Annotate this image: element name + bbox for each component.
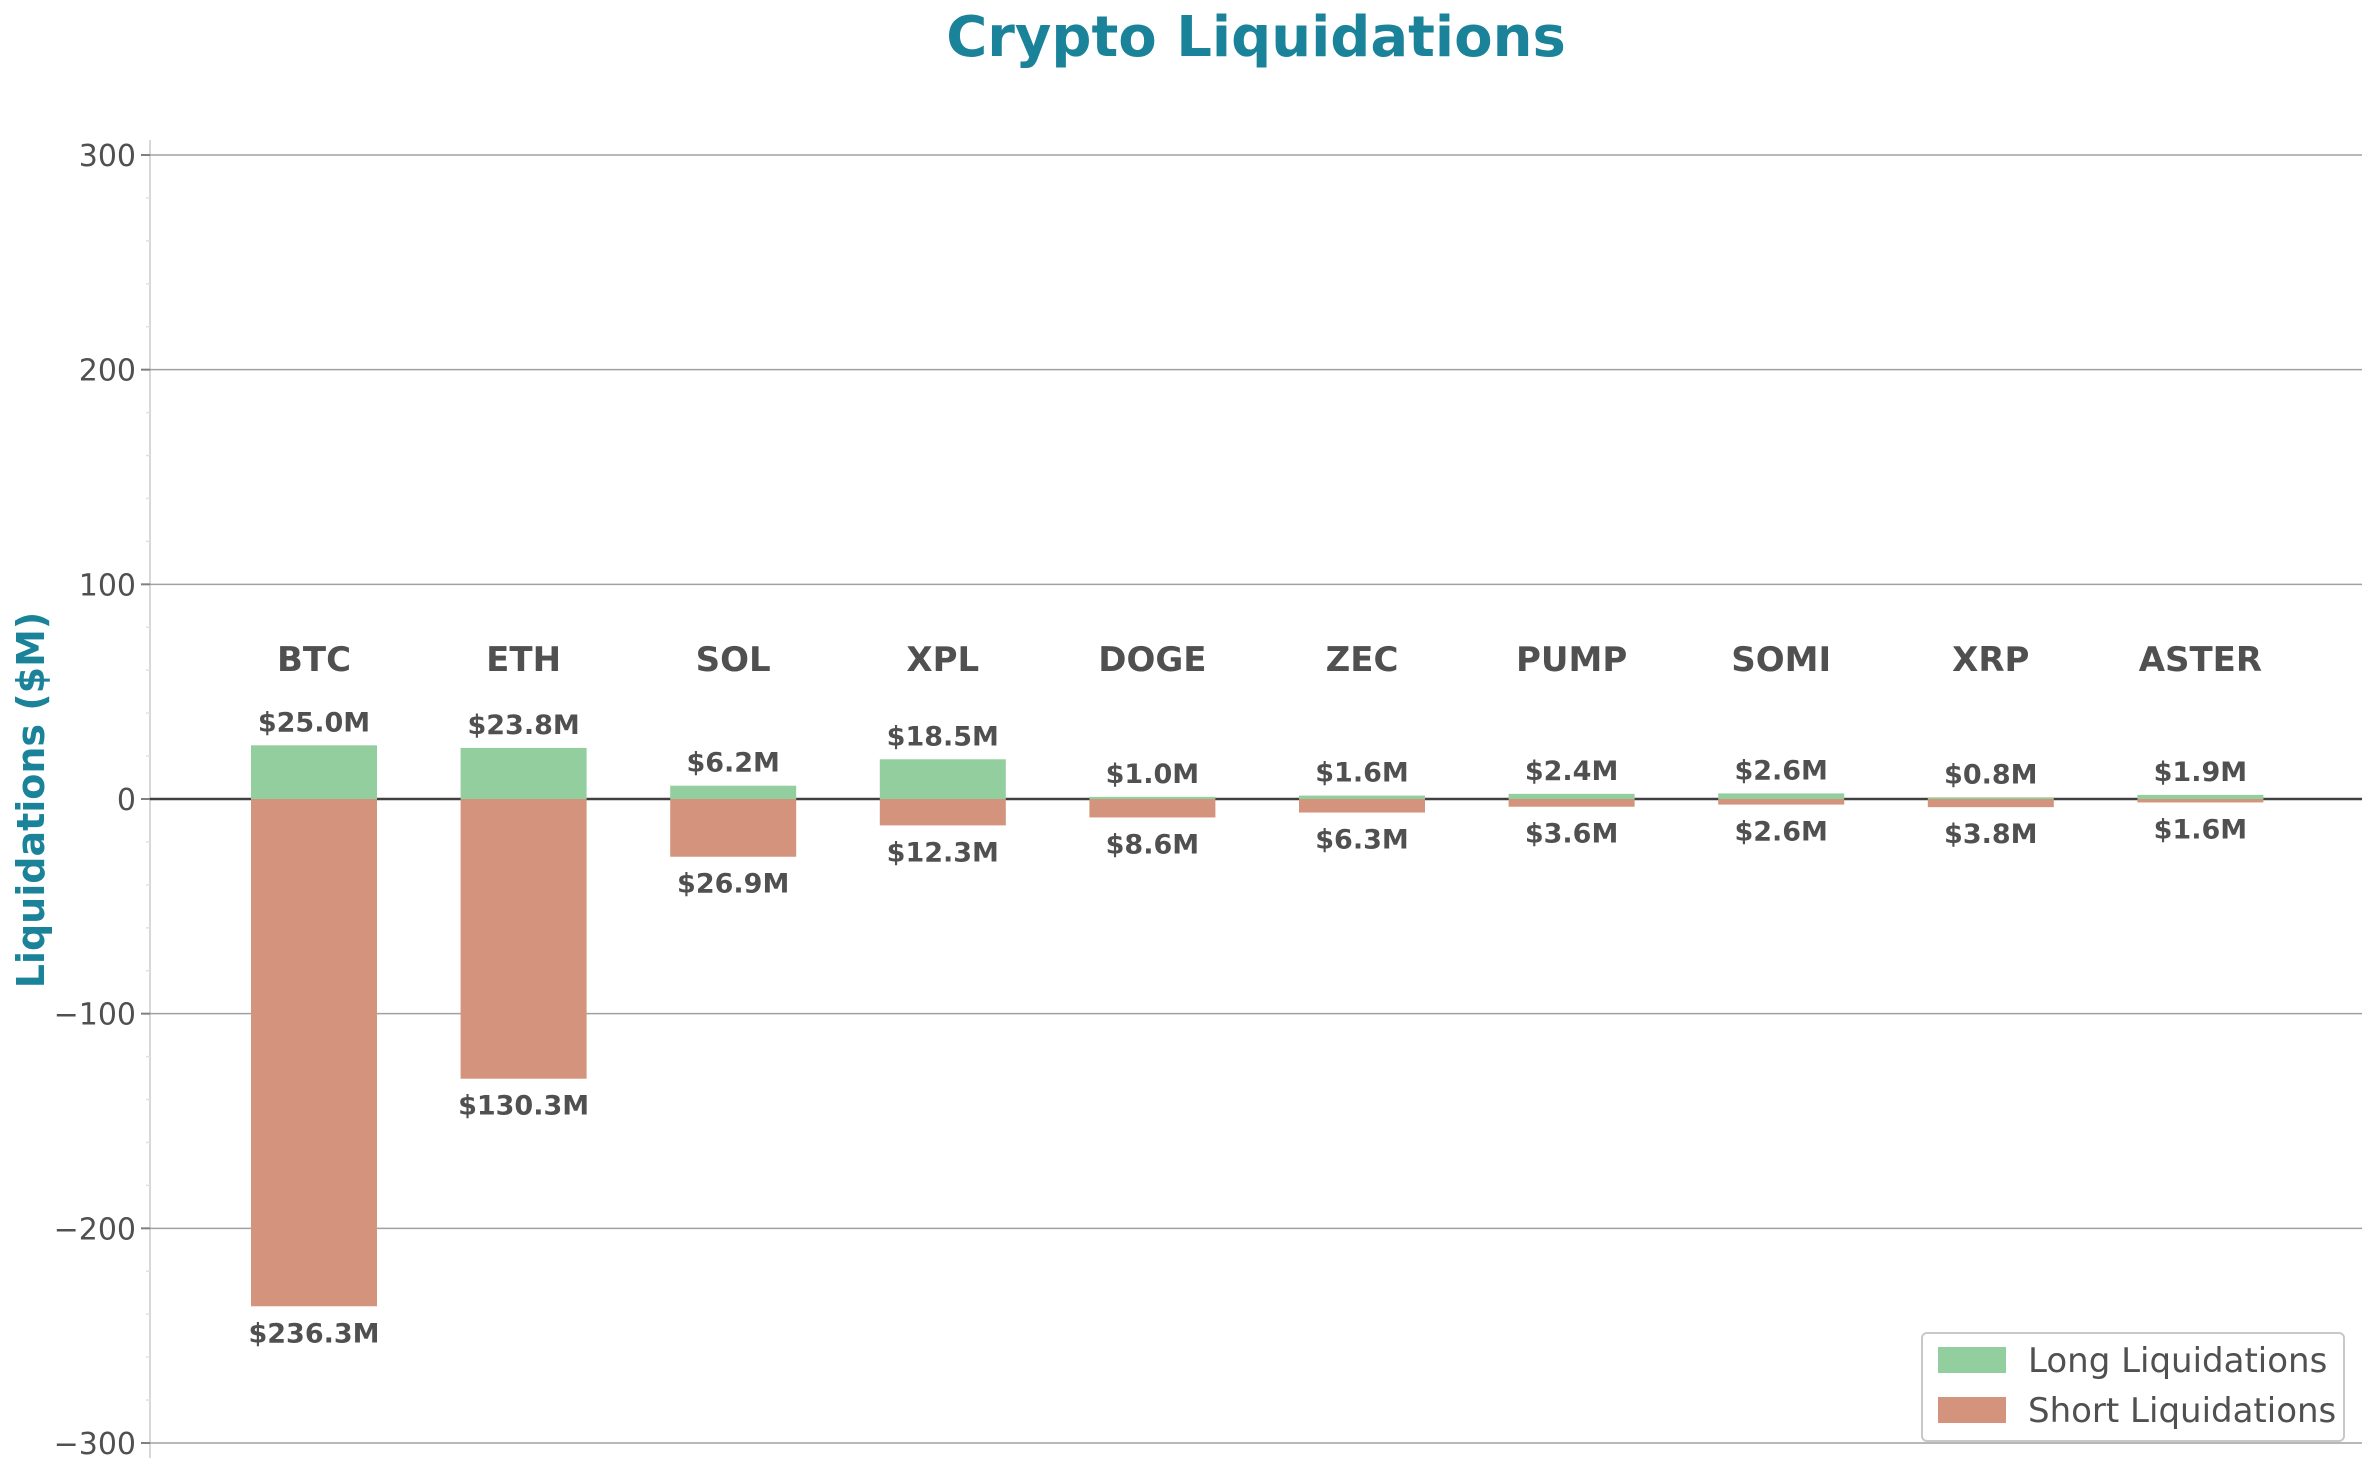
value-label-long: $1.9M	[2154, 757, 2248, 788]
bar-long-xrp	[1927, 797, 2054, 799]
bar-short-xpl	[879, 799, 1006, 826]
y-axis-label: Liquidations ($M)	[9, 612, 53, 989]
bar-long-aster	[2137, 794, 2264, 799]
bars-layer	[251, 745, 2264, 1307]
value-label-short: $8.6M	[1106, 829, 1200, 860]
category-label: ZEC	[1326, 640, 1399, 680]
bar-long-zec	[1299, 795, 1425, 799]
category-label: SOMI	[1731, 640, 1831, 680]
value-label-long: $23.8M	[467, 710, 579, 741]
bar-short-somi	[1718, 799, 1845, 805]
bar-short-zec	[1299, 799, 1425, 813]
legend-swatch	[1938, 1347, 2006, 1373]
value-label-long: $2.4M	[1525, 756, 1619, 787]
category-label: PUMP	[1516, 640, 1627, 680]
bar-short-doge	[1089, 799, 1216, 818]
bar-long-doge	[1089, 796, 1216, 799]
bar-short-sol	[670, 799, 797, 857]
value-label-short: $3.8M	[1944, 819, 2038, 850]
value-label-short: $2.6M	[1734, 817, 1828, 848]
legend: Long Liquidations Short Liquidations	[1921, 1332, 2345, 1442]
category-label: XRP	[1952, 640, 2029, 680]
bar-short-aster	[2137, 799, 2264, 803]
labels-layer: $25.0M $236.3M BTC $23.8M $130.3M ETH $6.2M $26…	[248, 640, 2262, 1349]
bar-long-xpl	[879, 759, 1006, 799]
bar-short-pump	[1508, 799, 1635, 807]
y-tick-label: −300	[54, 1427, 136, 1462]
category-label: ASTER	[2139, 640, 2262, 680]
value-label-short: $6.3M	[1315, 825, 1409, 856]
value-label-long: $6.2M	[686, 748, 780, 779]
value-label-short: $130.3M	[458, 1091, 589, 1122]
chart-title: Crypto Liquidations	[946, 5, 1566, 70]
category-label: BTC	[277, 640, 351, 680]
legend-frame	[1921, 1332, 2345, 1442]
bar-long-btc	[251, 745, 377, 799]
value-label-short: $1.6M	[2154, 814, 2248, 845]
value-label-long: $25.0M	[258, 707, 370, 738]
y-tick-label: −100	[54, 998, 136, 1033]
category-label: DOGE	[1098, 640, 1206, 680]
category-label: ETH	[486, 640, 561, 680]
bar-long-pump	[1508, 793, 1635, 799]
value-label-short: $236.3M	[248, 1318, 379, 1349]
value-label-short: $3.6M	[1525, 819, 1619, 850]
value-label-long: $1.0M	[1106, 759, 1200, 790]
category-label: XPL	[906, 640, 979, 680]
bar-short-eth	[460, 799, 587, 1079]
value-label-long: $1.6M	[1315, 758, 1409, 789]
value-label-long: $18.5M	[887, 721, 999, 752]
y-tick-label: 100	[79, 568, 136, 603]
bar-short-xrp	[1927, 799, 2054, 808]
y-tick-label: 200	[79, 354, 136, 389]
y-tick-label: 0	[117, 783, 136, 818]
value-label-short: $12.3M	[887, 837, 999, 868]
y-tick-label: −200	[54, 1212, 136, 1247]
bar-long-sol	[670, 785, 797, 799]
bar-short-btc	[251, 799, 377, 1307]
bar-long-somi	[1718, 793, 1845, 799]
legend-label: Short Liquidations	[2028, 1391, 2336, 1431]
value-label-long: $0.8M	[1944, 759, 2038, 790]
value-label-long: $2.6M	[1734, 755, 1828, 786]
legend-swatch	[1938, 1397, 2006, 1423]
value-label-short: $26.9M	[677, 869, 789, 900]
legend-label: Long Liquidations	[2028, 1341, 2327, 1381]
category-label: SOL	[696, 640, 771, 680]
y-tick-label: 300	[79, 139, 136, 174]
bar-long-eth	[460, 747, 587, 799]
